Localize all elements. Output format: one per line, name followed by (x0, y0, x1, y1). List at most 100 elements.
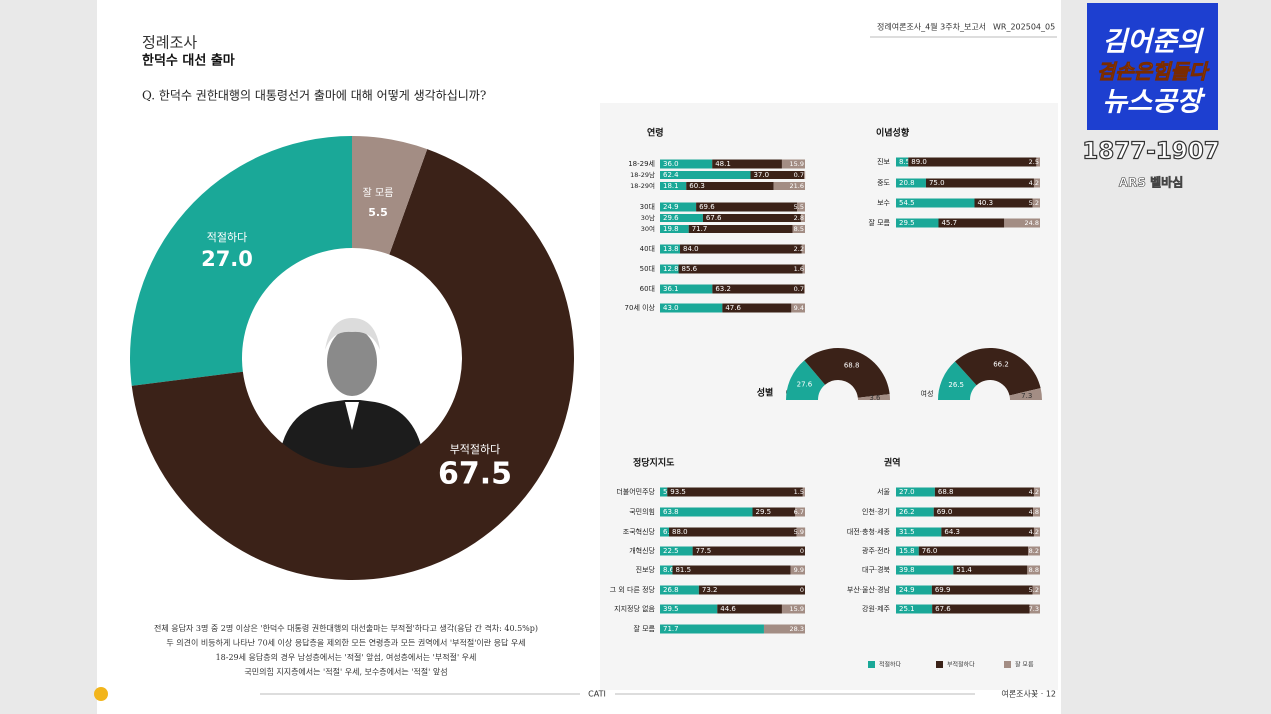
value-label: 24.9 (663, 203, 679, 211)
value-label: 0 (800, 586, 804, 594)
value-label: 54.5 (899, 199, 915, 207)
chart-title: 성별 (757, 387, 774, 399)
value-label: 1.5 (794, 488, 804, 496)
bar-segment (763, 624, 805, 634)
value-label: 43.0 (663, 304, 679, 312)
bar-segment (692, 546, 805, 556)
slice-value: 67.5 (438, 457, 512, 492)
bar-segment (941, 527, 1034, 537)
category-label: 잘 모름 (633, 625, 655, 633)
bar-segment (908, 157, 1037, 167)
bar-segment (795, 507, 805, 517)
value-label: 24.9 (899, 586, 915, 594)
value-label: 13.8 (663, 245, 679, 253)
value-label: 36.1 (663, 285, 679, 293)
half-donut-slice (938, 361, 977, 400)
value-label: 84.0 (683, 245, 699, 253)
value-label: 21.6 (790, 182, 804, 190)
value-label: 6.7 (794, 508, 804, 516)
bar-segment (712, 159, 782, 169)
value-label: 47.6 (725, 304, 741, 312)
photo-suit (278, 400, 425, 468)
bar-segment (1032, 585, 1040, 595)
bar-segment (802, 264, 805, 274)
value-label: 8.8 (1029, 566, 1039, 574)
bar-segment (896, 585, 932, 595)
show-logo-box (1087, 3, 1218, 130)
bar-segment (933, 507, 1034, 517)
bar-segment (702, 214, 801, 222)
value-label: 24.8 (1025, 219, 1039, 227)
footer-method: CATI (588, 690, 606, 699)
value-label: 63.8 (663, 508, 679, 516)
bar-segment (660, 159, 713, 169)
bar-segment (722, 303, 792, 313)
bar-segment (896, 604, 933, 614)
value-label: 15.9 (790, 160, 804, 168)
bar-segment (804, 171, 806, 179)
slice-value: 27.0 (201, 247, 253, 271)
bar-segment (660, 585, 699, 595)
value-label: 71.7 (692, 225, 708, 233)
category-label: 40대 (640, 245, 655, 253)
value-label: 81.5 (675, 566, 691, 574)
value-label: 8.2 (1029, 547, 1039, 555)
value-label: 25.1 (899, 605, 915, 613)
value-label: 6.2 (663, 528, 674, 536)
bar-segment (1027, 565, 1040, 575)
bar-segment (1033, 178, 1040, 188)
value-label: 26.2 (899, 508, 915, 516)
value-label: 7.3 (1029, 605, 1039, 613)
photo-shirt (345, 402, 359, 430)
value-label: 60.3 (689, 182, 705, 190)
donut-slice (352, 136, 428, 255)
value-label: 1.6 (794, 265, 804, 273)
bar-segment (686, 182, 774, 190)
bar-segment (1032, 198, 1040, 208)
legend-swatch (936, 661, 943, 668)
category-label: 30여 (641, 224, 655, 233)
bar-segment (796, 527, 806, 537)
value-label: 75.0 (929, 179, 945, 187)
bar-segment (660, 225, 689, 233)
category-label: 그 외 다른 정당 (610, 585, 656, 594)
value-label: 45.7 (941, 219, 957, 227)
category-label: 국민의힘 (629, 507, 655, 516)
category-label: 지지정당 없음 (614, 604, 655, 613)
bar-segment (800, 214, 805, 222)
donut-slice (129, 136, 352, 386)
bar-segment (801, 244, 805, 254)
note-line: 두 의견이 비등하게 나타난 70세 이상 응답층을 제외한 모든 연령층과 모… (166, 638, 525, 648)
bar-segment (660, 604, 718, 614)
bar-segment (696, 202, 798, 212)
category-label: 18-29남 (630, 170, 655, 179)
bar-segment (938, 218, 1005, 228)
category-label: 여성 (921, 389, 934, 398)
bar-segment (896, 527, 942, 537)
bar-segment (896, 546, 919, 556)
legend-swatch (868, 661, 875, 668)
value-label: 44.6 (720, 605, 736, 613)
value-label: 93.5 (670, 488, 686, 496)
bar-segment (660, 546, 693, 556)
value-label: 29.5 (899, 219, 915, 227)
value-label: 64.3 (944, 528, 960, 536)
value-label: 67.6 (935, 605, 951, 613)
legend-label: 잘 모름 (1015, 661, 1034, 669)
value-label: 68.8 (938, 488, 954, 496)
category-label: 50대 (640, 265, 655, 273)
value-label: 69.0 (937, 508, 953, 516)
bar-segment (750, 171, 805, 179)
report-name: 정례여론조사_4월 3주차_보고서 (877, 22, 986, 32)
category-label: 조국혁신당 (623, 527, 656, 536)
legend-label: 적절하다 (879, 661, 902, 669)
value-label: 29.5 (756, 508, 772, 516)
value-label: 0.7 (794, 171, 804, 179)
value-label: 5.5 (794, 203, 804, 211)
show-line3: 뉴스공장 (1102, 87, 1206, 118)
bar-segment (918, 546, 1029, 556)
bar-segment (668, 527, 797, 537)
value-label: 28.3 (790, 625, 804, 633)
value-label: 48.1 (715, 160, 731, 168)
category-label: 잘 모름 (868, 219, 890, 227)
